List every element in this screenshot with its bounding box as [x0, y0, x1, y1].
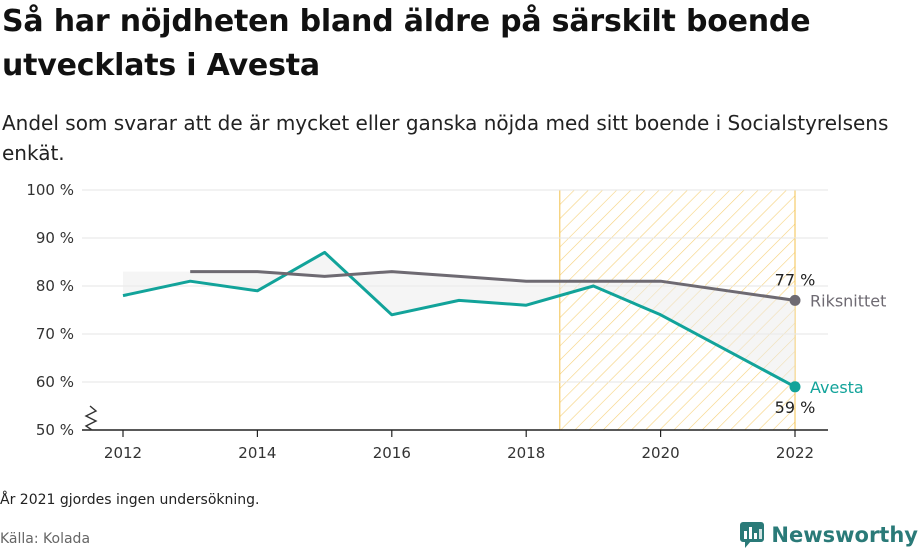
- x-tick-label: 2022: [776, 444, 814, 462]
- x-tick-label: 2012: [104, 444, 142, 462]
- chart-subtitle: Andel som svarar att de är mycket eller …: [2, 111, 889, 165]
- line-chart: 50 % 60 % 70 % 80 % 90 % 100 % 2012 2014 2016 20…: [26, 181, 886, 462]
- x-tick-label: 2020: [642, 444, 680, 462]
- series-endpoint-avesta: [789, 381, 801, 393]
- x-tick-label: 2018: [507, 444, 545, 462]
- y-tick-label: 70 %: [36, 325, 74, 343]
- y-tick-label: 100 %: [26, 181, 74, 199]
- series-name-label: Avesta: [810, 378, 864, 397]
- brand-name: Newsworthy: [771, 523, 918, 547]
- series-endpoint-riksnittet: [789, 294, 801, 306]
- chart-title: Så har nöjdheten bland äldre på särskilt…: [2, 4, 811, 83]
- between-series-fill: [123, 252, 795, 387]
- axis-break-icon: [84, 405, 98, 431]
- footnote: År 2021 gjordes ingen undersökning.: [0, 492, 260, 508]
- series-line-avesta: [122, 250, 796, 389]
- end-value-label: 77 %: [775, 270, 816, 289]
- y-tick-label: 60 %: [36, 373, 74, 391]
- end-value-label: 59 %: [775, 398, 816, 417]
- y-tick-label: 90 %: [36, 229, 74, 247]
- y-tick-label: 50 %: [36, 421, 74, 439]
- series-name-label: Riksnittet: [810, 291, 886, 310]
- x-tick-label: 2014: [238, 444, 276, 462]
- source-text: Källa: Kolada: [0, 531, 91, 547]
- brand-logo: Newsworthy: [739, 520, 918, 550]
- series-line-riksnittet: [190, 270, 796, 302]
- x-tick-label: 2016: [373, 444, 411, 462]
- y-tick-label: 80 %: [36, 277, 74, 295]
- newsworthy-logo-icon: [740, 522, 765, 548]
